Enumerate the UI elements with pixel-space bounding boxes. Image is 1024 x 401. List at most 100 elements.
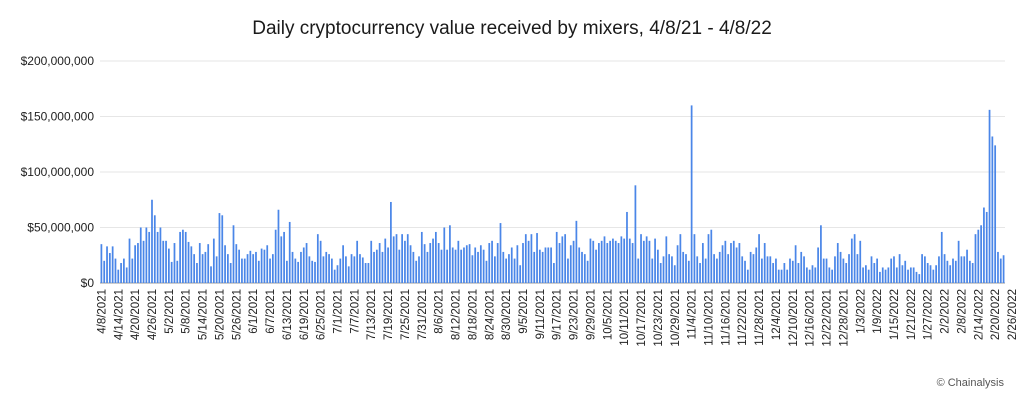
bar [331,258,333,283]
bar [755,247,758,283]
x-tick-label: 8/12/2021 [451,289,463,340]
bar [856,254,859,283]
bar [589,238,592,283]
bar [283,231,285,283]
bar [547,247,550,283]
bar [907,269,909,283]
bar [125,267,128,283]
bar [957,240,960,283]
bar [305,243,308,283]
bar [401,234,403,283]
bar [676,245,679,283]
bar [598,243,600,283]
bar [395,234,398,283]
bar [668,254,671,283]
y-tick-label: $50,000,000 [27,221,94,235]
x-tick-label: 7/31/2021 [417,289,429,340]
x-tick-label: 10/23/2021 [653,289,665,347]
bar [359,254,361,283]
bar [1002,255,1005,283]
bar [463,247,465,283]
x-tick-label: 11/22/2021 [737,289,749,346]
bar [935,265,938,283]
bar [642,240,645,283]
x-tick-label: 9/29/2021 [585,289,597,340]
bar [859,240,862,283]
x-tick-label: 12/16/2021 [805,289,817,347]
bar [505,258,507,283]
bar [482,249,485,283]
x-tick-label: 8/6/2021 [434,289,446,334]
x-tick-label: 9/23/2021 [569,289,581,340]
bar [266,245,269,283]
bar [263,249,266,283]
bar [926,263,929,283]
bar [151,199,153,283]
bar [707,234,710,283]
bar [612,238,614,283]
bar [791,260,794,283]
bar [645,236,648,283]
x-axis-labels: 4/8/2021 4/14/2021 4/20/2021 4/26/2021 5/2/2… [96,289,1024,347]
x-tick-label: 10/29/2021 [670,289,682,347]
bar [730,243,732,283]
y-tick-label: $150,000,000 [21,110,95,124]
bar [491,240,493,283]
bar [606,243,609,283]
bar [586,260,589,283]
bar [522,243,524,283]
bar [437,243,440,283]
bar [319,240,322,283]
bar [887,267,890,283]
bar [468,244,471,283]
bar [564,234,567,283]
bar [544,247,547,283]
bar [915,271,918,283]
bar [918,274,921,283]
y-tick-label: $100,000,000 [21,165,95,179]
bar [657,249,659,283]
bar [106,246,108,283]
bar [111,246,114,283]
bars [100,105,1005,284]
bar [288,221,291,283]
bar [713,254,715,283]
bar [797,263,800,283]
bar [406,234,409,283]
bar [156,231,159,283]
bar [637,258,640,283]
x-tick-label: 5/20/2021 [214,289,226,340]
bar [673,265,676,283]
bar [426,251,429,283]
x-tick-label: 2/2/2022 [940,289,952,334]
bar [977,229,980,283]
bar [252,254,255,283]
bar [626,211,628,283]
bar [820,225,822,283]
bar [350,254,353,283]
x-tick-label: 12/28/2021 [838,289,850,347]
bar [727,254,730,283]
bar [699,263,701,283]
bar [471,255,474,283]
bar [884,269,887,283]
bar [949,265,952,283]
bar [786,269,789,283]
x-tick-label: 9/17/2021 [552,289,564,340]
bar [524,234,527,283]
bar [373,251,375,283]
bar [985,211,988,283]
x-tick-label: 6/1/2021 [248,289,260,334]
bar [440,249,443,283]
x-tick-label: 2/14/2022 [973,289,985,340]
bar [881,267,884,283]
bar [454,249,457,283]
y-tick-label: $200,000,000 [21,54,95,68]
x-tick-label: 1/9/2022 [872,289,884,334]
bar [474,247,477,283]
bar [201,254,204,283]
bar [238,249,240,283]
x-tick-label: 7/13/2021 [366,289,378,340]
bar [257,260,260,283]
x-tick-label: 11/10/2021 [703,289,715,346]
